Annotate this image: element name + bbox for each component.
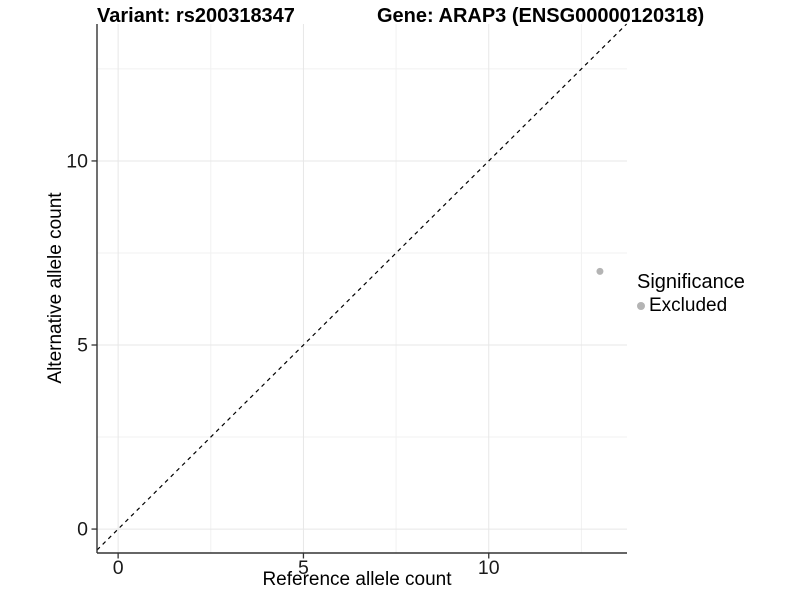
legend-entry-label: Excluded — [649, 295, 728, 316]
legend: Significance Excluded — [637, 271, 745, 317]
y-tick-label: 0 — [77, 519, 88, 541]
y-tick-label: 5 — [77, 335, 88, 357]
plot-title-variant: Variant: rs200318347 — [97, 5, 295, 27]
x-tick-label: 10 — [478, 557, 500, 579]
legend-entry-excluded: Excluded — [637, 295, 745, 317]
y-axis-title: Alternative allele count — [45, 192, 66, 384]
x-axis-title: Reference allele count — [262, 569, 452, 590]
identity-line — [96, 23, 628, 551]
x-tick-label: 5 — [298, 557, 309, 579]
legend-point-icon — [637, 302, 645, 310]
plot-title-gene: Gene: ARAP3 (ENSG00000120318) — [377, 5, 705, 27]
legend-title: Significance — [637, 271, 745, 293]
y-tick-label: 10 — [66, 150, 88, 172]
data-point — [596, 267, 604, 275]
x-tick-label: 0 — [113, 557, 124, 579]
